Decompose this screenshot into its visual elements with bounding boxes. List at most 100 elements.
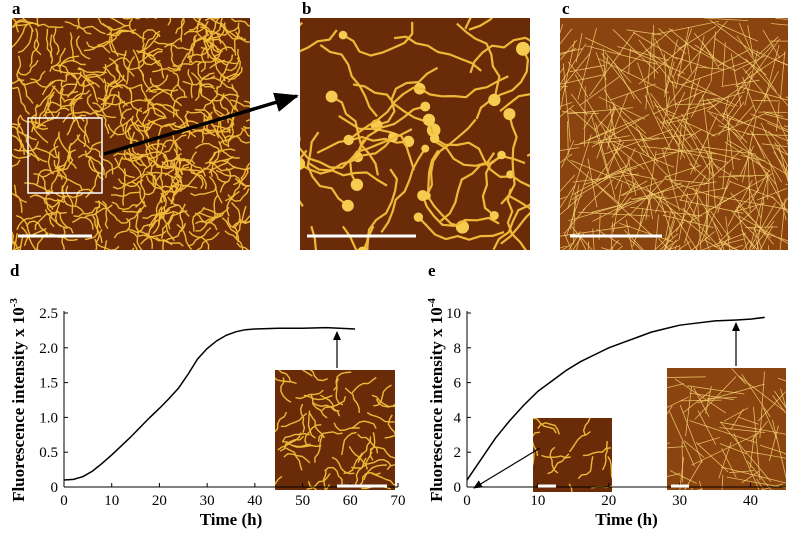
- x-tick-label: 40: [743, 493, 758, 509]
- fibril: [637, 62, 655, 109]
- oligomer-chain: [103, 57, 131, 69]
- fibril: [695, 207, 711, 250]
- fibril: [693, 387, 710, 417]
- oligomer-chain: [77, 25, 106, 35]
- oligomer-chain: [109, 117, 133, 139]
- oligomer-chain: [196, 51, 222, 66]
- oligomer-chain: [24, 182, 53, 193]
- oligomer-chain: [49, 211, 67, 228]
- oligomer-chain: [380, 147, 427, 233]
- fibril: [591, 204, 621, 213]
- oligomer-chain: [233, 162, 250, 186]
- fibril: [561, 140, 575, 168]
- oligomer-chain: [113, 152, 142, 158]
- fibril: [722, 41, 726, 86]
- oligomer-chain: [242, 125, 250, 129]
- oligomer-chain: [36, 18, 39, 27]
- oligomer-chain: [63, 89, 91, 103]
- oligomer-chain: [209, 162, 236, 172]
- fibril: [676, 25, 717, 50]
- oligomer-chain: [76, 134, 100, 153]
- oligomer-chain: [300, 29, 338, 53]
- fibril: [560, 102, 573, 107]
- fibril: [777, 377, 786, 382]
- afm-features: [560, 18, 788, 250]
- fibril: [657, 191, 673, 238]
- y-axis-label-exponent: -3: [8, 298, 20, 308]
- oligomer-bead: [254, 19, 265, 30]
- fibril: [780, 388, 786, 410]
- fibril: [583, 111, 595, 129]
- fibril: [713, 37, 767, 76]
- fibril: [674, 131, 697, 172]
- fibril: [737, 204, 771, 239]
- fibril: [746, 460, 772, 490]
- oligomer-chain: [230, 99, 250, 108]
- fibril: [612, 183, 623, 233]
- afm-features: [667, 368, 786, 490]
- fibril: [721, 466, 786, 484]
- oligomer-chain: [190, 186, 218, 197]
- fibril: [710, 31, 716, 83]
- oligomer-chain: [70, 72, 94, 88]
- fibril: [586, 99, 620, 156]
- afm-image: [275, 370, 395, 490]
- fibril: [719, 236, 731, 250]
- fibril: [697, 437, 721, 445]
- oligomer-chain: [393, 35, 482, 72]
- fibril: [648, 190, 711, 241]
- oligomer-chain: [127, 223, 154, 233]
- oligomer-chain: [220, 66, 243, 81]
- fibril: [692, 187, 723, 237]
- oligomer-chain: [371, 394, 395, 408]
- fibril: [571, 226, 593, 250]
- oligomer-chain: [243, 100, 250, 122]
- fibril: [669, 240, 677, 250]
- y-tick-label: 10: [446, 306, 461, 322]
- oligomer-chain: [235, 205, 247, 234]
- fibril: [690, 159, 714, 185]
- fibril: [653, 24, 655, 79]
- fibril: [675, 27, 690, 89]
- fibril: [614, 62, 635, 100]
- oligomer-chain: [117, 178, 144, 188]
- oligomer-chain: [136, 50, 161, 67]
- fibril: [768, 245, 769, 250]
- oligomer-chain: [122, 50, 135, 77]
- oligomer-chain: [103, 240, 108, 250]
- x-tick-label: 0: [463, 493, 471, 509]
- oligomer-chain: [216, 120, 229, 147]
- oligomer-chain: [208, 156, 234, 174]
- panel-label: b: [302, 0, 311, 18]
- oligomer-chain: [21, 70, 46, 86]
- fibril: [627, 179, 697, 219]
- oligomer-chain: [30, 118, 49, 144]
- fibril: [713, 223, 725, 250]
- fibril: [566, 171, 590, 237]
- fibril: [664, 212, 676, 250]
- oligomer-bead: [421, 144, 430, 153]
- fibril: [679, 180, 691, 201]
- oligomer-chain: [51, 85, 79, 96]
- oligomer-chain: [140, 70, 157, 93]
- fibril: [662, 93, 697, 158]
- oligomer-chain: [568, 430, 591, 453]
- fibril: [645, 49, 672, 69]
- oligomer-chain: [202, 127, 232, 134]
- fibril: [560, 225, 630, 237]
- oligomer-chain: [54, 149, 76, 170]
- oligomer-bead: [338, 30, 348, 40]
- oligomer-chain: [348, 86, 426, 141]
- fibril: [689, 206, 715, 223]
- oligomer-chain: [499, 93, 530, 113]
- fibril: [672, 80, 677, 108]
- oligomer-chain: [19, 114, 47, 127]
- oligomer-bead: [343, 303, 357, 317]
- fibril: [680, 61, 748, 86]
- fibril: [648, 198, 653, 220]
- fibril: [617, 245, 624, 250]
- fibril: [747, 25, 754, 56]
- fibril: [731, 210, 757, 238]
- oligomer-chain: [57, 174, 83, 191]
